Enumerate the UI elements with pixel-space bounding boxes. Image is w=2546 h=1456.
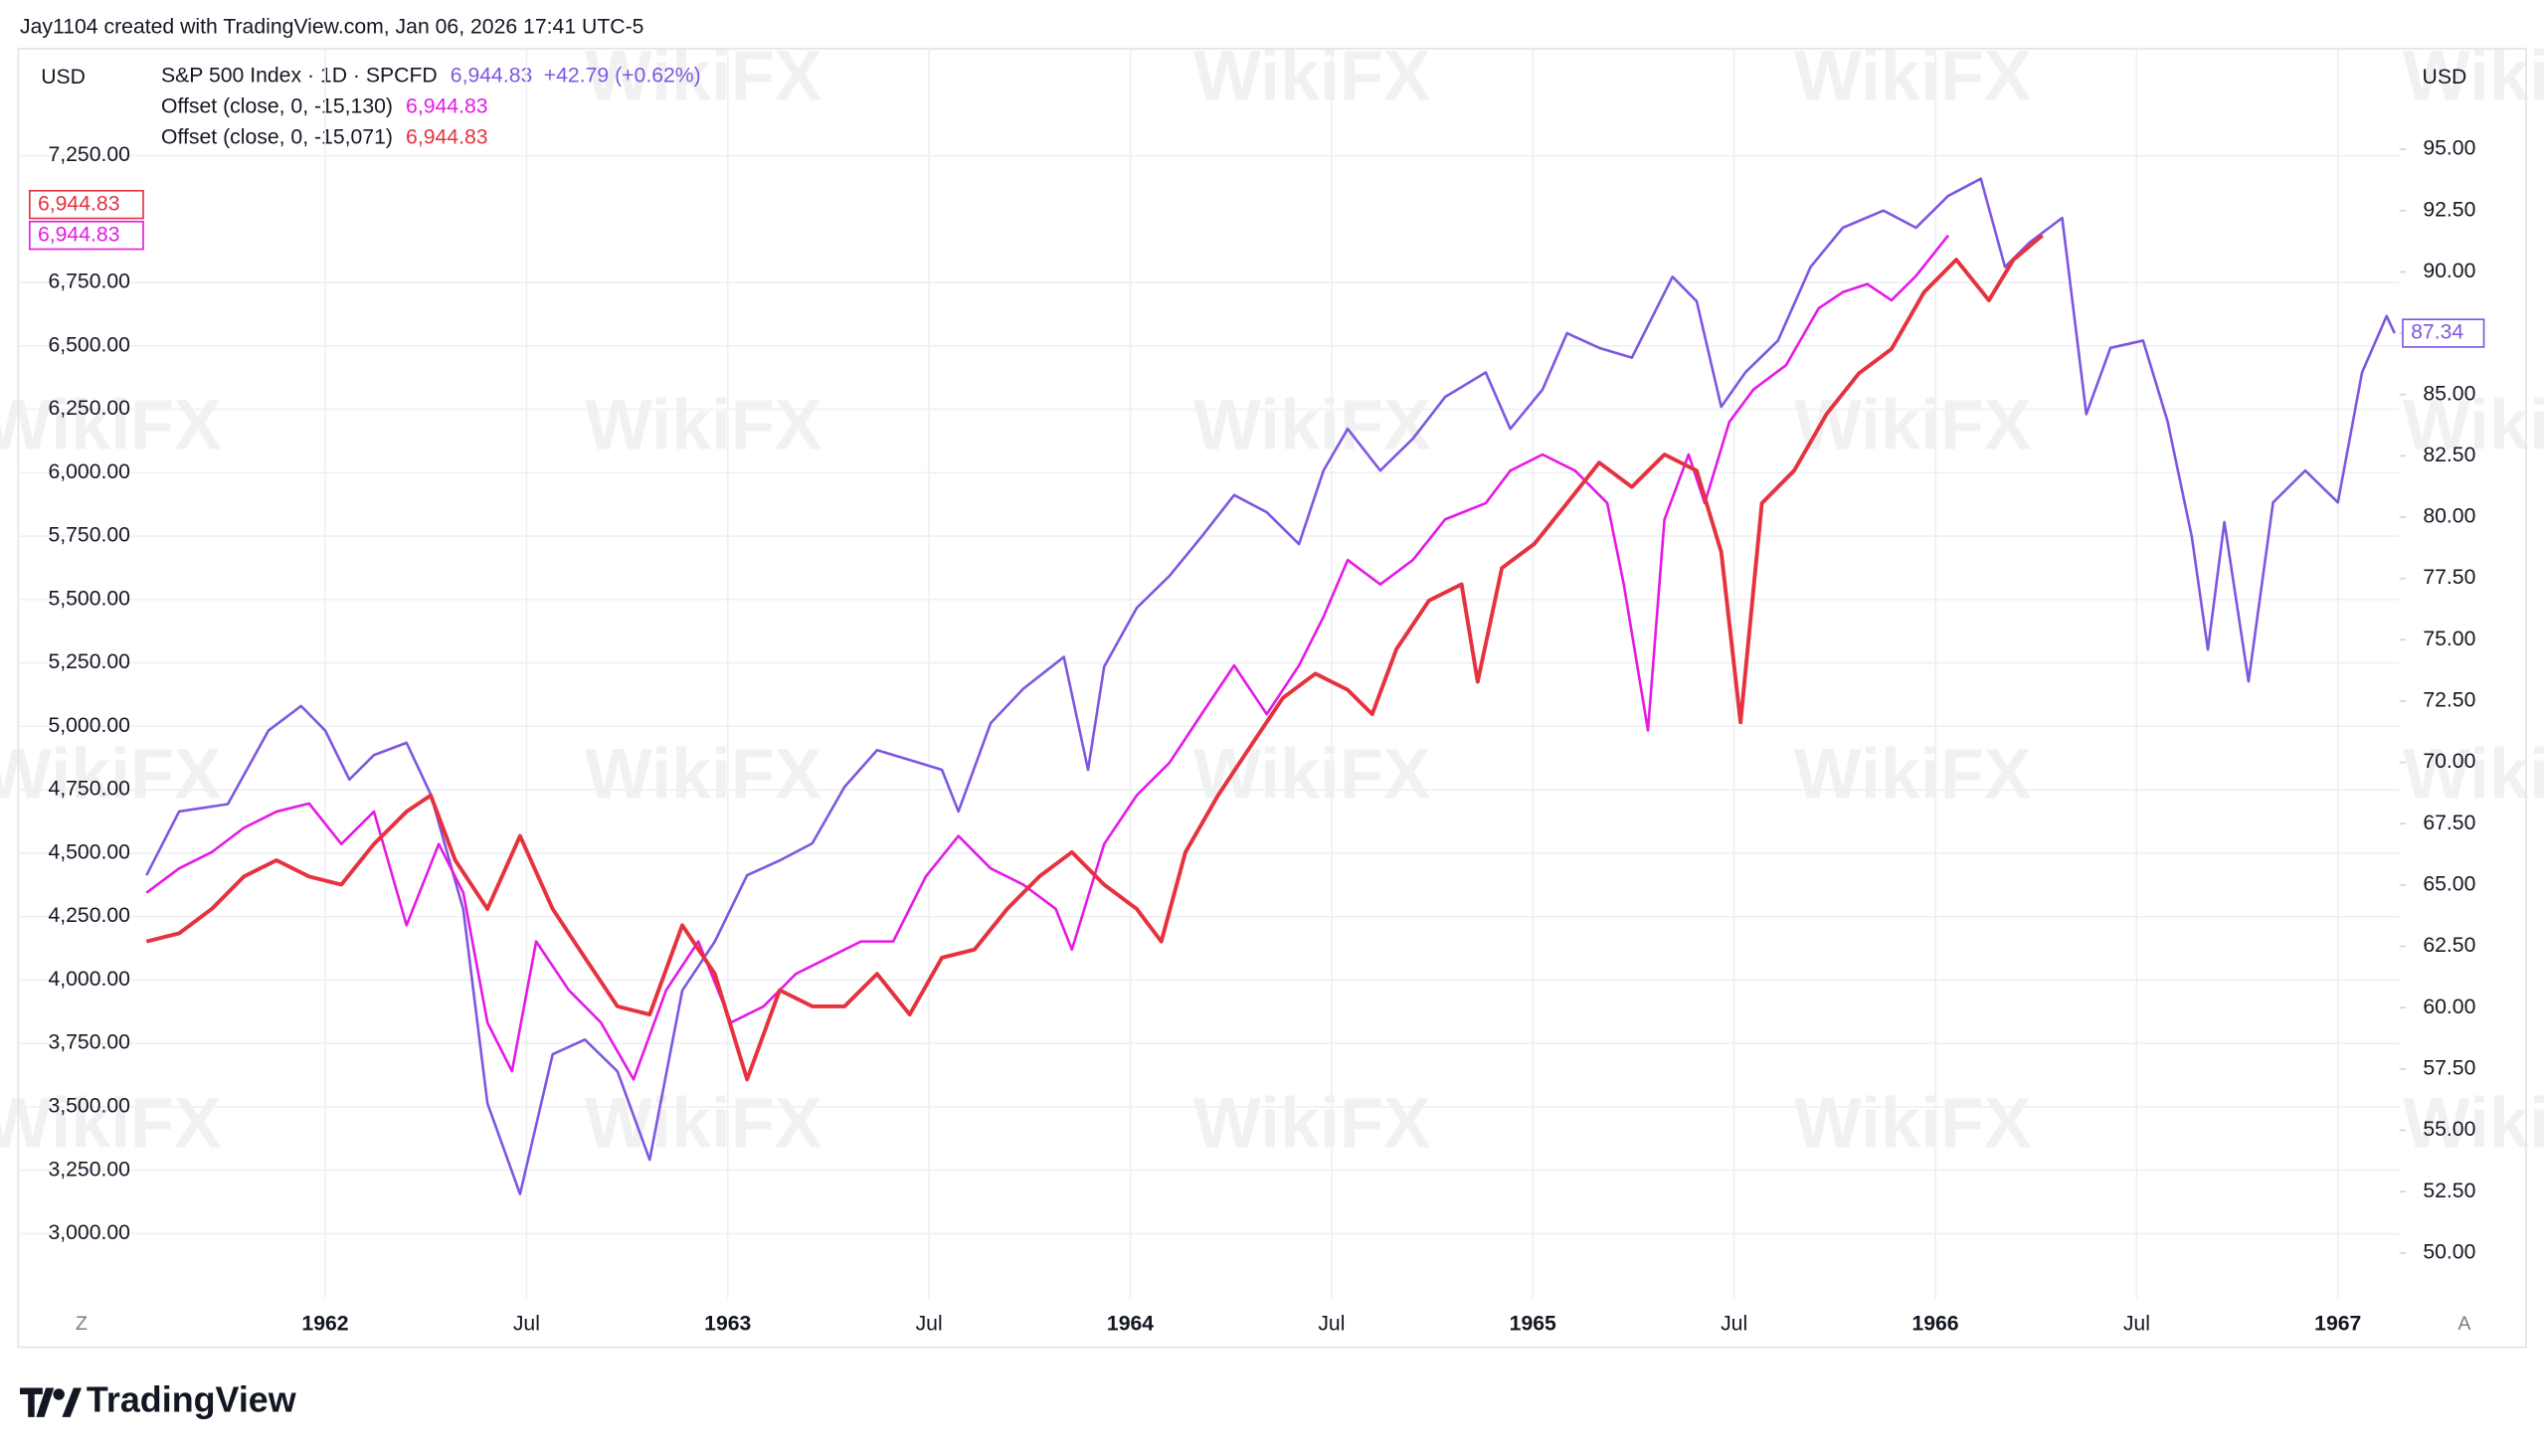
price-label: 6,944.83: [38, 223, 120, 246]
credit: Jay1104 created with TradingView.com, Ja…: [20, 15, 643, 38]
y-tick-label: 4,250.00: [48, 904, 130, 927]
y-tick-label: 4,000.00: [48, 968, 130, 991]
watermark: WikiFX: [585, 37, 822, 116]
y2-tick-label: 82.50: [2423, 444, 2475, 466]
legend: S&P 500 Index · 1D · SPCFD 6,944.83 +42.79…: [161, 64, 701, 148]
y2-axis-label: USD: [2423, 66, 2467, 89]
y2-tick-label: 90.00: [2423, 260, 2475, 282]
legend-value: 6,944.83: [451, 64, 533, 87]
price-label: 87.34: [2411, 321, 2463, 344]
y-tick-label: 5,500.00: [48, 587, 130, 610]
series-line: [145, 234, 1949, 1081]
y-tick-label: 6,750.00: [48, 271, 130, 293]
brand: TradingView: [20, 1380, 296, 1420]
y2-tick-label: 50.00: [2423, 1240, 2475, 1263]
y-tick-label: 3,250.00: [48, 1158, 130, 1181]
x-tick-label: 1964: [1107, 1312, 1154, 1335]
x-tick-label: Jul: [513, 1312, 540, 1335]
brand-logo: [20, 1387, 55, 1417]
watermark: WikiFX: [0, 1083, 222, 1163]
price-label-box: [28, 220, 144, 251]
watermark: WikiFX: [0, 734, 222, 814]
y2-tick-label: 57.50: [2423, 1056, 2475, 1079]
scale-button[interactable]: Z: [76, 1313, 88, 1335]
watermark: WikiFX: [1794, 734, 2032, 814]
y-tick-label: 5,250.00: [48, 650, 130, 673]
y-tick-label: 6,000.00: [48, 460, 130, 483]
brand-logo: [62, 1387, 83, 1417]
chart-frame: [17, 48, 2527, 1349]
x-tick-label: 1967: [2314, 1312, 2361, 1335]
y-tick-label: 3,500.00: [48, 1095, 130, 1118]
y-tick-label: 3,000.00: [48, 1221, 130, 1244]
legend-change: +42.79 (+0.62%): [544, 64, 701, 87]
y2-tick-label: 92.50: [2423, 198, 2475, 221]
x-tick-label: Jul: [2123, 1312, 2150, 1335]
x-tick-label: Jul: [916, 1312, 943, 1335]
legend-name: Offset (close, 0, -15,071): [161, 125, 393, 148]
watermark: WikiFX: [585, 385, 822, 464]
watermark: WikiFX: [2403, 1083, 2546, 1163]
y2-tick-label: 75.00: [2423, 628, 2475, 650]
watermark: WikiFX: [585, 734, 822, 814]
series-line: [145, 177, 2397, 1195]
legend-value: 6,944.83: [406, 94, 488, 117]
y-axis-label: USD: [41, 66, 86, 89]
series-line: [145, 234, 2044, 1082]
watermark: WikiFX: [1193, 1083, 1431, 1163]
price-label-box: [28, 189, 144, 220]
watermark: WikiFX: [1193, 734, 1431, 814]
y2-tick-label: 72.50: [2423, 689, 2475, 712]
watermark: WikiFX: [0, 385, 222, 464]
watermark: WikiFX: [2403, 37, 2546, 116]
y-tick-label: 6,250.00: [48, 397, 130, 420]
x-tick-label: 1966: [1911, 1312, 1958, 1335]
y2-tick-label: 77.50: [2423, 566, 2475, 589]
y2-tick-label: 62.50: [2423, 934, 2475, 957]
scale-button[interactable]: A: [2457, 1313, 2471, 1335]
x-tick-label: 1965: [1510, 1312, 1556, 1335]
watermark: WikiFX: [1193, 37, 1431, 116]
y2-tick-label: 80.00: [2423, 505, 2475, 528]
brand-name: TradingView: [87, 1380, 296, 1420]
watermark: WikiFX: [1794, 1083, 2032, 1163]
watermark: WikiFX: [1193, 385, 1431, 464]
x-tick-label: Jul: [1721, 1312, 1747, 1335]
y-tick-label: 3,750.00: [48, 1031, 130, 1054]
watermark: WikiFX: [1794, 385, 2032, 464]
x-tick-label: 1963: [704, 1312, 751, 1335]
y2-tick-label: 55.00: [2423, 1118, 2475, 1141]
legend-value: 6,944.83: [406, 125, 488, 148]
watermark: WikiFX: [585, 1083, 822, 1163]
y2-tick-label: 85.00: [2423, 382, 2475, 405]
watermark: WikiFX: [1794, 37, 2032, 116]
legend-name: Offset (close, 0, -15,130): [161, 94, 393, 117]
y2-tick-label: 95.00: [2423, 137, 2475, 160]
legend-name: S&P 500 Index · 1D · SPCFD: [161, 64, 438, 87]
y-tick-label: 5,750.00: [48, 524, 130, 547]
y-tick-label: 4,500.00: [48, 840, 130, 863]
x-tick-label: Jul: [1318, 1312, 1345, 1335]
y-tick-label: 5,000.00: [48, 714, 130, 737]
y2-tick-label: 70.00: [2423, 750, 2475, 773]
x-tick-label: 1962: [301, 1312, 348, 1335]
y2-tick-label: 52.50: [2423, 1180, 2475, 1202]
y-tick-label: 6,500.00: [48, 333, 130, 356]
y2-tick-label: 67.50: [2423, 812, 2475, 834]
y-tick-label: 4,750.00: [48, 778, 130, 801]
price-label: 6,944.83: [38, 192, 120, 215]
watermarks: WikiFX WikiFX WikiFX WikiFX WikiFX WikiFX Wiki…: [0, 37, 2546, 1164]
y-tick-label: 7,250.00: [48, 143, 130, 166]
brand-logo-dot: [53, 1388, 65, 1400]
y2-tick-label: 65.00: [2423, 873, 2475, 896]
watermark: WikiFX: [2403, 385, 2546, 464]
price-label-box: [2402, 318, 2485, 348]
watermark: WikiFX: [2403, 734, 2546, 814]
y2-tick-label: 60.00: [2423, 996, 2475, 1018]
